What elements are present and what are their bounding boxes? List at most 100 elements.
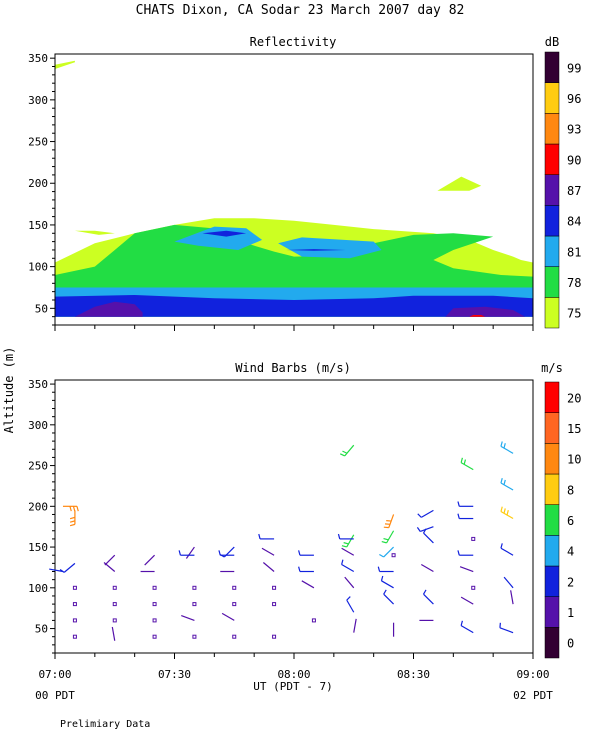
wind-colorbar: 0 1 2 4 6 8 10 15 20: [544, 381, 581, 659]
wind-frame: [54, 379, 534, 654]
wind-colorbar-label: 8: [567, 483, 574, 497]
wind-colorbar-label: 1: [567, 606, 574, 620]
wind-calm-marker: [72, 634, 77, 639]
wind-barb-flag: [380, 575, 384, 581]
reflectivity-ytick-label: 50: [35, 302, 48, 315]
wind-barb-flag: [298, 566, 301, 572]
wind-colorbar-label: 15: [567, 422, 581, 436]
wind-xtick-label: 09:00: [516, 668, 549, 681]
wind-barb-flag: [457, 550, 460, 556]
wind-calm-marker: [232, 634, 237, 639]
reflectivity-colorbar-label: 81: [567, 245, 581, 259]
wind-colorbar-label: 20: [567, 391, 581, 405]
wind-calm-marker: [272, 634, 277, 639]
wind-barb-flag: [416, 527, 421, 532]
wind-calm-marker: [72, 618, 77, 623]
wind-xtick-label: 07:00: [38, 668, 71, 681]
reflectivity-colorbar-label: 84: [567, 215, 581, 229]
wind-barb: [381, 580, 394, 589]
reflectivity-colorbar-label: 99: [567, 61, 581, 75]
wind-barb: [503, 576, 514, 589]
wind-barb-flag: [500, 543, 503, 549]
reflectivity-contour-13: [469, 315, 486, 317]
wind-barb-flag: [218, 550, 221, 556]
reflectivity-colorbar-label: 78: [567, 276, 581, 290]
wind-barb-flag: [460, 620, 463, 626]
wind-barb: [383, 546, 395, 558]
wind-barb: [262, 562, 275, 572]
wind-barb: [420, 563, 434, 573]
wind-calm-marker: [152, 585, 157, 590]
wind-barb: [185, 546, 195, 559]
wind-barb-flag: [506, 510, 509, 516]
wind-barb: [423, 593, 434, 605]
reflectivity-contour-10: [286, 249, 346, 251]
wind-barb: [500, 445, 514, 454]
wind-barb-flag: [69, 520, 76, 523]
figure-title: CHATS Dixon, CA Sodar 23 March 2007 day …: [136, 3, 465, 18]
reflectivity-ytick-label: 350: [28, 52, 48, 65]
wind-barb-flag: [339, 453, 346, 457]
reflectivity-colorbar-swatch: [544, 113, 560, 145]
wind-barb-flag: [500, 506, 503, 512]
wind-calm-marker: [232, 585, 237, 590]
reflectivity-units: dB: [545, 35, 559, 49]
wind-calm-marker: [192, 634, 197, 639]
wind-barb-flag: [76, 506, 79, 512]
wind-barb: [301, 580, 315, 589]
wind-barb-flag: [503, 508, 506, 514]
reflectivity-contour-3: [437, 176, 482, 191]
wind-barb: [383, 593, 395, 605]
wind-calm-marker: [112, 585, 117, 590]
wind-barb-flag: [258, 533, 261, 540]
wind-barb-flag: [178, 550, 181, 556]
wind-barb: [341, 563, 355, 573]
reflectivity-colorbar-swatch: [544, 235, 560, 267]
wind-calm-marker: [152, 634, 157, 639]
wind-calm-marker: [112, 602, 117, 607]
wind-barb-flag: [69, 506, 72, 512]
wind-calm-marker: [192, 585, 197, 590]
wind-barb-flag: [69, 523, 76, 527]
wind-barb: [388, 514, 395, 528]
wind-calm-marker: [72, 602, 77, 607]
reflectivity-contour-2: [74, 230, 115, 235]
wind-title: Wind Barbs (m/s): [235, 361, 351, 375]
wind-barb: [111, 626, 116, 641]
wind-barb: [460, 596, 474, 605]
wind-ytick-label: 50: [35, 623, 48, 636]
reflectivity-contour-12: [445, 306, 525, 317]
wind-calm-marker: [72, 585, 77, 590]
reflectivity-ytick-label: 100: [28, 261, 48, 274]
reflectivity-ytick-label: 150: [28, 219, 48, 232]
wind-barb: [63, 562, 76, 573]
wind-barb: [221, 612, 235, 621]
wind-ytick-label: 350: [28, 378, 48, 391]
wind-barb-flag: [500, 441, 503, 447]
wind-barb-flag: [457, 501, 460, 507]
wind-calm-marker: [311, 618, 316, 623]
reflectivity-colorbar-label: 93: [567, 123, 581, 137]
wind-barb-flag: [343, 542, 349, 545]
reflectivity-ytick-label: 250: [28, 136, 48, 149]
wind-barb-flag: [346, 596, 351, 601]
reflectivity-colorbar-label: 90: [567, 153, 581, 167]
reflectivity-title: Reflectivity: [250, 35, 337, 49]
wind-barb-flag: [381, 541, 387, 544]
wind-barb-flag: [500, 478, 503, 484]
reflectivity-contour-11: [74, 301, 143, 317]
wind-barb-flag: [422, 589, 427, 595]
wind-barb-flag: [377, 566, 381, 572]
reflectivity-colorbar-label: 75: [567, 307, 581, 321]
wind-colorbar-label: 4: [567, 545, 574, 559]
wind-colorbar-swatch: [544, 627, 560, 659]
wind-colorbar-swatch: [544, 596, 560, 628]
wind-colorbar-label: 6: [567, 514, 574, 528]
wind-ytick-label: 300: [28, 419, 48, 432]
wind-calm-marker: [112, 618, 117, 623]
wind-barb: [346, 599, 355, 613]
reflectivity-colorbar-swatch: [544, 174, 560, 206]
wind-barb: [510, 590, 514, 605]
wind-barb: [420, 526, 434, 533]
